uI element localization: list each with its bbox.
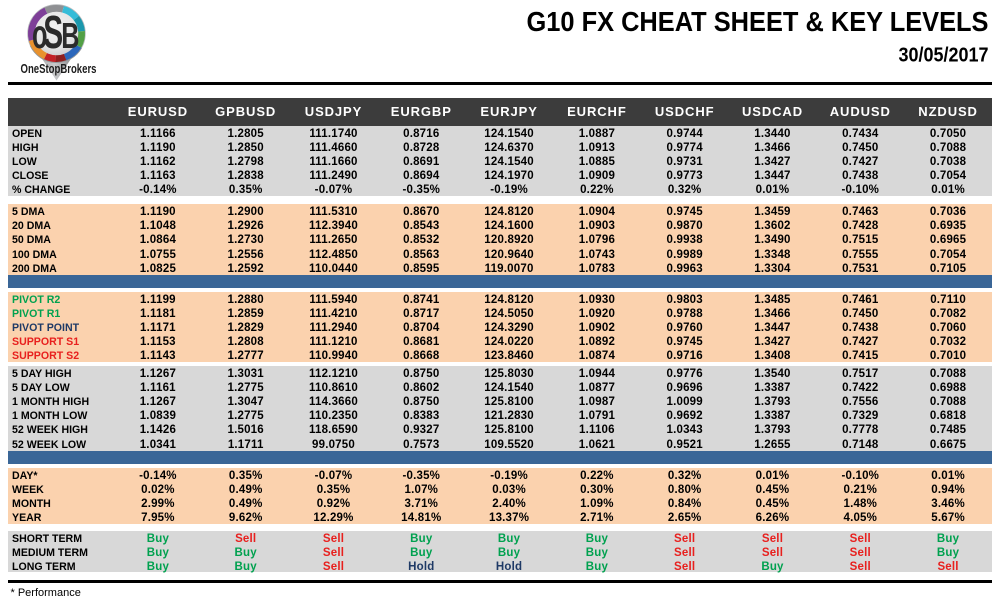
svg-text:G10 FX CHEAT SHEET & KEY LEVEL: G10 FX CHEAT SHEET & KEY LEVELS bbox=[527, 6, 989, 37]
svg-text:o: o bbox=[32, 12, 48, 58]
svg-text:S: S bbox=[43, 8, 63, 59]
svg-text:30/05/2017: 30/05/2017 bbox=[899, 45, 989, 67]
svg-text:OneStopBrokers: OneStopBrokers bbox=[21, 62, 97, 76]
svg-text:B: B bbox=[61, 16, 79, 57]
